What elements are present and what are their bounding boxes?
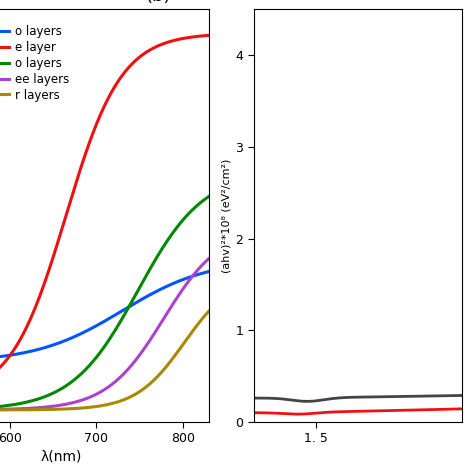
Y-axis label: (ahv)²*10⁸ (eV²/cm²): (ahv)²*10⁸ (eV²/cm²): [221, 158, 231, 273]
Text: (b): (b): [145, 0, 171, 5]
X-axis label: λ(nm): λ(nm): [41, 449, 82, 464]
Legend: o layers, e layer, o layers, ee layers, r layers: o layers, e layer, o layers, ee layers, …: [0, 24, 71, 103]
